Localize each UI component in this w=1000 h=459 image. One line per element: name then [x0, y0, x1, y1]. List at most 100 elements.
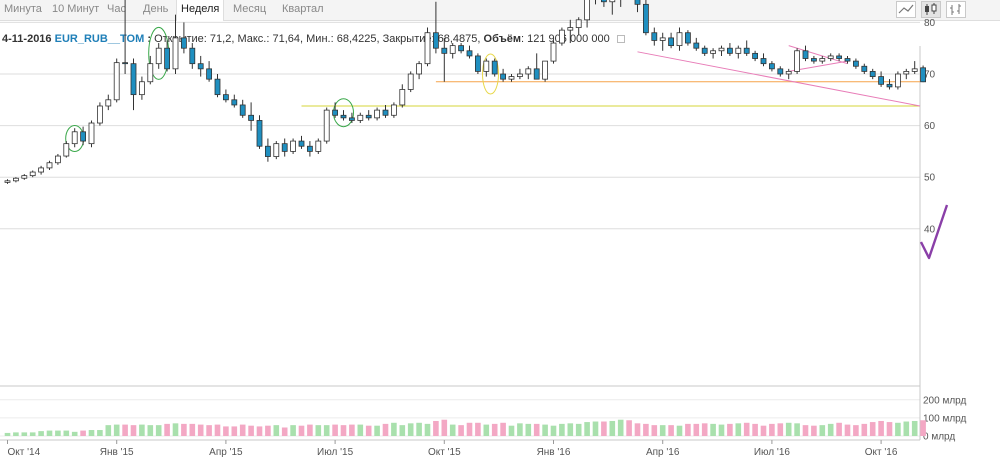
volume-bar — [760, 425, 767, 436]
candle-down — [281, 143, 288, 152]
tab-minute[interactable]: Минута — [4, 3, 42, 15]
candle-up — [21, 175, 28, 179]
candle-down — [500, 73, 507, 80]
volume-bar — [248, 425, 254, 436]
volume-bar — [491, 423, 498, 436]
volume-bar — [164, 423, 170, 436]
candle-up — [71, 131, 78, 145]
tab-10-minutes[interactable]: 10 Минут — [52, 3, 100, 15]
tab-month[interactable]: Месяц — [233, 3, 267, 15]
volume-bar — [617, 419, 624, 436]
volume-bar — [550, 425, 557, 436]
volume-bar — [71, 431, 78, 436]
volume-bar — [718, 424, 725, 436]
candle-down — [643, 3, 649, 34]
y-tick-label: 80 — [924, 18, 936, 29]
volume-bar — [340, 425, 347, 436]
candle-up — [609, 0, 616, 3]
volume-bar — [416, 422, 422, 436]
volume-bar — [365, 425, 372, 436]
volume-bar — [433, 420, 439, 436]
volume-bar — [374, 425, 380, 436]
x-tick-label: Окт '14 — [8, 447, 41, 458]
candle-down — [222, 94, 229, 101]
candle-up — [374, 109, 381, 119]
candle-down — [206, 68, 213, 80]
volume-bar — [63, 430, 70, 436]
volume-bar — [475, 422, 481, 436]
candlestick-button[interactable] — [921, 1, 941, 18]
candle-down — [769, 63, 775, 70]
volume-bar — [349, 424, 355, 436]
candle-up — [147, 63, 154, 83]
candle-down — [458, 45, 465, 52]
tab-hour[interactable]: Час — [107, 3, 126, 15]
volume-bar — [769, 423, 775, 436]
line-chart-button[interactable] — [896, 1, 916, 18]
candle-up — [785, 71, 792, 75]
candle-up — [55, 155, 61, 164]
volume-bar — [911, 420, 918, 436]
volume-bar — [441, 419, 448, 436]
forecast-arrow — [919, 204, 949, 260]
tab-day[interactable]: День — [143, 3, 169, 15]
volume-bar — [231, 426, 238, 436]
volume-bar — [802, 425, 809, 436]
info-volume-label: Объём — [483, 33, 521, 45]
tab-quarter[interactable]: Квартал — [282, 3, 324, 15]
pink-trend-line-lower — [637, 51, 921, 107]
info-toggle-icon[interactable] — [616, 35, 625, 44]
info-low-value: 68,4225 — [336, 33, 377, 45]
volume-bar — [113, 424, 120, 436]
candle-down — [122, 62, 128, 65]
volume-bar — [869, 422, 876, 436]
volume-bar — [357, 424, 364, 436]
volume-bar — [449, 424, 456, 436]
candle-down — [802, 50, 809, 59]
candlestick-icon — [925, 3, 937, 15]
volume-bar — [601, 421, 607, 436]
volume-bar — [214, 424, 221, 436]
volume-bar — [827, 423, 834, 436]
candle-down — [701, 47, 708, 54]
candle-down — [752, 52, 758, 59]
candle-up — [659, 37, 666, 41]
tab-week[interactable]: Неделя — [176, 0, 225, 21]
volume-bar — [239, 424, 246, 436]
candle-up — [559, 29, 565, 44]
candle-up — [63, 143, 70, 157]
candle-down — [441, 47, 448, 54]
candle-down — [853, 60, 859, 67]
y-tick-label: 60 — [924, 121, 936, 132]
volume-bar — [836, 422, 842, 436]
candle-up — [407, 73, 414, 90]
volume-bar — [811, 425, 817, 436]
candle-down — [869, 71, 876, 77]
candle-up — [113, 62, 120, 101]
y-tick-label: 70 — [924, 70, 936, 81]
volume-bar — [466, 422, 473, 436]
candle-down — [256, 120, 263, 147]
candle-down — [214, 78, 221, 96]
candle-down — [491, 60, 498, 75]
info-close-value: 68,4875 — [437, 33, 478, 45]
volume-bar — [181, 423, 187, 436]
volume-bar — [307, 424, 313, 436]
volume-bar — [290, 425, 296, 436]
candle-down — [80, 131, 86, 142]
candle-up — [735, 47, 742, 54]
candle-down — [239, 104, 246, 116]
x-axis-ticks: Окт '14 Янв '15 Апр '15 Июл '15 Окт '15 Янв '… — [7, 440, 898, 458]
ohlc-bars-button[interactable] — [946, 1, 966, 18]
candle-up — [155, 47, 162, 65]
candle-down — [466, 50, 473, 57]
candle-up — [449, 45, 456, 54]
volume-bar — [4, 432, 11, 436]
candle-up — [315, 140, 322, 152]
candle-down — [878, 76, 884, 85]
candle-up — [567, 27, 574, 31]
volume-axis-ticks: 0 млрд 100 млрд 200 млрд — [923, 395, 967, 442]
candle-down — [264, 145, 271, 157]
volume-bar — [735, 423, 742, 436]
